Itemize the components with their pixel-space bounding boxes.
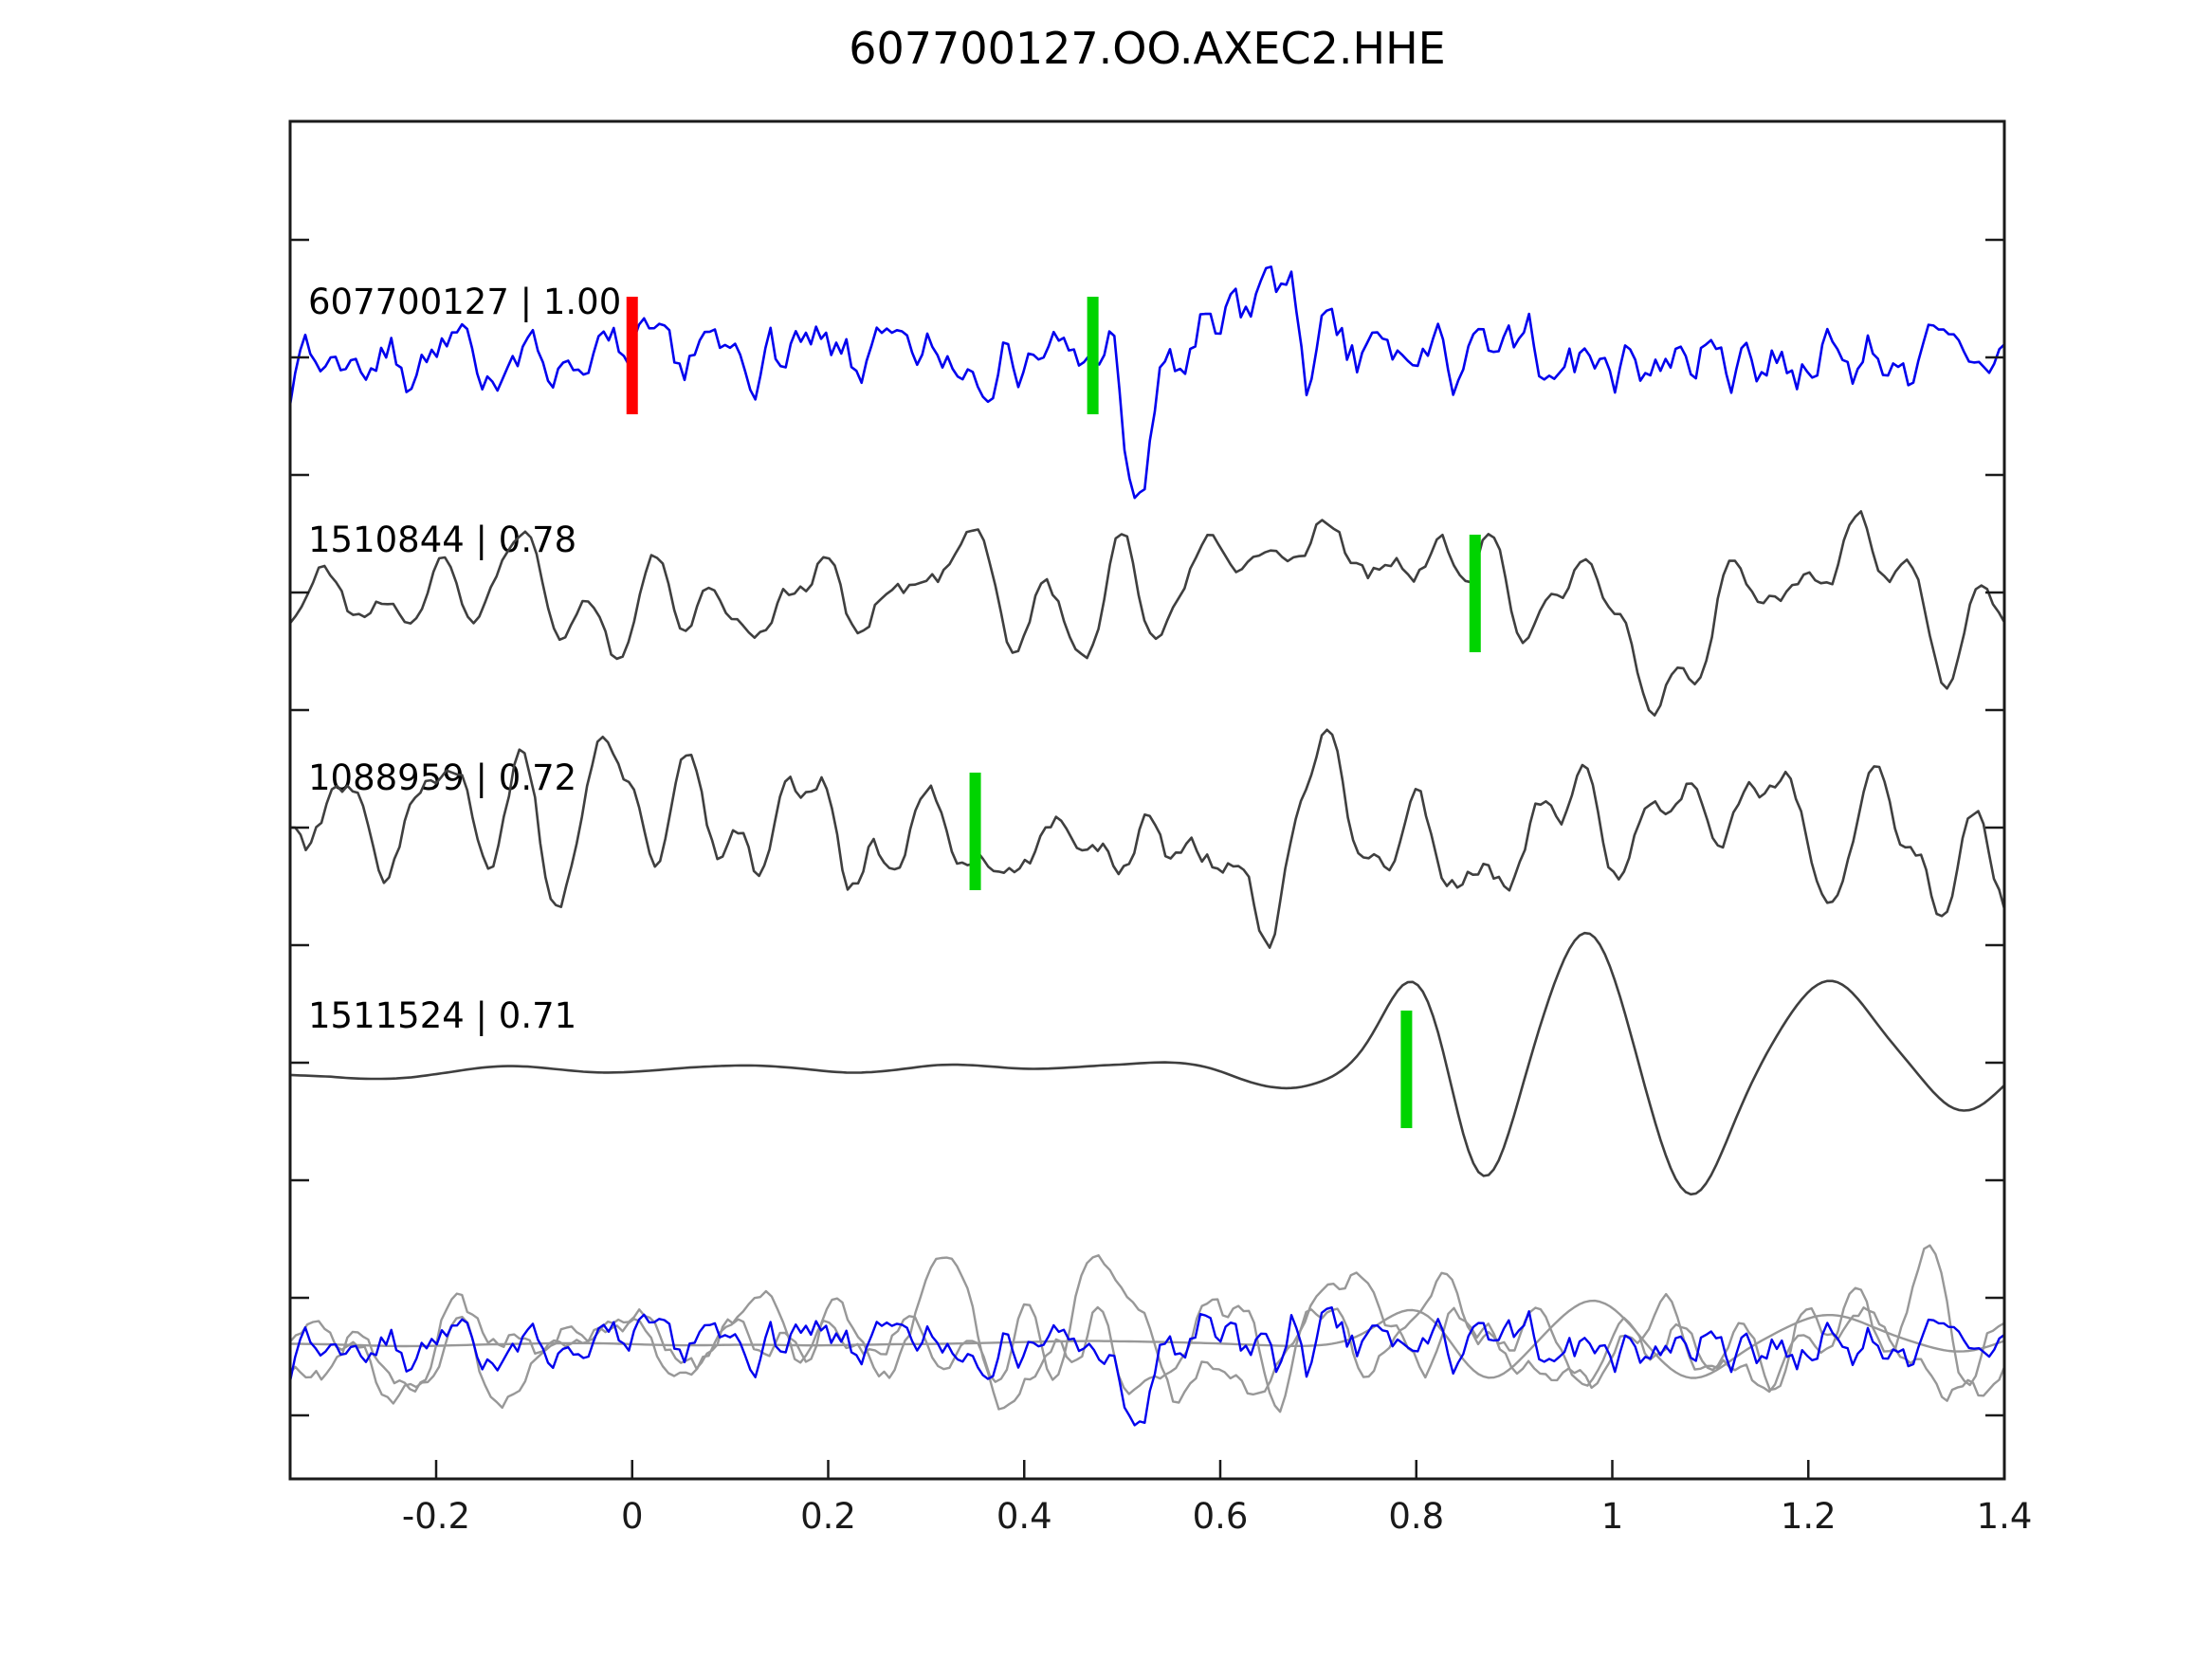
template-origin-marker	[626, 297, 638, 414]
pick-marker-1510844	[1469, 535, 1481, 652]
trace-label-template: 607700127 | 1.00	[308, 282, 622, 322]
pick-marker-1088959	[969, 773, 981, 890]
overlay-trace-1510844	[289, 1244, 2005, 1410]
overlay-trace-1088959	[289, 1256, 2006, 1413]
x-tick-label: 0.8	[1388, 1496, 1444, 1537]
x-tick-label: 0.4	[996, 1496, 1052, 1537]
plot-border	[288, 119, 2006, 1481]
x-tick-label: 0	[621, 1496, 644, 1537]
overlay-trace-1511524	[289, 1299, 2005, 1379]
waveform-trace-607700127	[288, 265, 2005, 500]
figure-title: 607700127.OO.AXEC2.HHE	[849, 23, 1446, 74]
pick-marker-1511524	[1400, 1011, 1413, 1128]
waveform-trace-1510844	[288, 510, 2006, 717]
x-tick-label: 0.6	[1193, 1496, 1249, 1537]
waveform-trace-1511524	[289, 931, 2005, 1196]
pick-marker-607700127	[1087, 297, 1099, 414]
trace-label-detection-3: 1511524 | 0.71	[308, 995, 577, 1036]
x-tick-label: 1.4	[1977, 1496, 2033, 1537]
waveform-trace-1088959	[289, 728, 2006, 949]
x-tick-label: 0.2	[800, 1496, 856, 1537]
overlay-trace-607700127	[288, 1305, 2005, 1427]
x-tick-label: -0.2	[402, 1496, 470, 1537]
x-tick-label: 1	[1601, 1496, 1624, 1537]
x-tick-label: 1.2	[1781, 1496, 1837, 1537]
